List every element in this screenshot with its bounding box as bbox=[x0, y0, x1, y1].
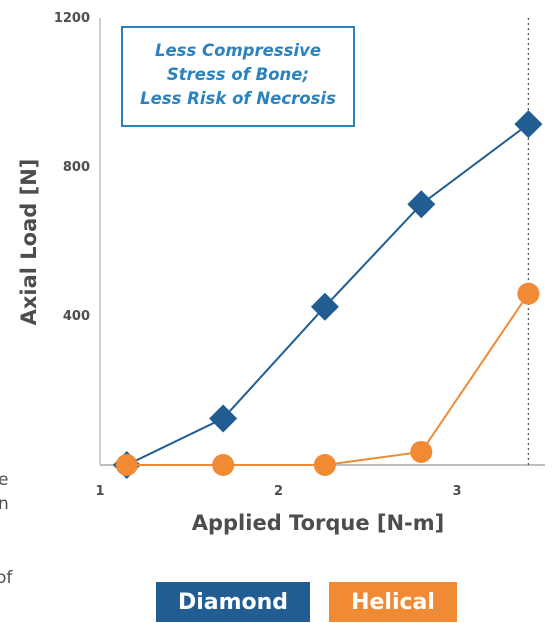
y-tick-label: 1200 bbox=[54, 11, 90, 26]
data-point-helical bbox=[410, 440, 433, 463]
x-axis-label: Applied Torque [N-m] bbox=[192, 511, 445, 535]
y-axis-label: Axial Load [N] bbox=[17, 159, 41, 326]
legend: Diamond Helical bbox=[156, 582, 457, 622]
data-point-helical bbox=[212, 454, 235, 476]
annotation-line-1: Less Compressive bbox=[155, 41, 321, 60]
y-tick-label: 400 bbox=[63, 309, 90, 324]
series-line-diamond bbox=[126, 123, 529, 466]
data-point-helical bbox=[517, 282, 540, 305]
clipped-text-3: of bbox=[0, 568, 13, 588]
legend-label-diamond: Diamond bbox=[178, 590, 288, 615]
legend-swatch-diamond bbox=[156, 582, 310, 622]
data-point-diamond bbox=[310, 292, 339, 321]
x-tick-label: 3 bbox=[452, 484, 461, 499]
data-point-diamond bbox=[514, 110, 543, 139]
annotation-line-2: Stress of Bone; bbox=[167, 65, 309, 84]
clipped-text-2: n bbox=[0, 494, 9, 514]
data-point-helical bbox=[115, 454, 138, 476]
series-line-helical bbox=[126, 293, 530, 466]
data-point-diamond bbox=[407, 190, 436, 219]
legend-label-helical: Helical bbox=[351, 590, 435, 615]
x-tick-label: 2 bbox=[274, 484, 283, 499]
annotation-line-3: Less Risk of Necrosis bbox=[140, 89, 336, 108]
data-point-diamond bbox=[209, 404, 238, 433]
x-tick-label: 1 bbox=[95, 484, 104, 499]
clipped-text-1: e bbox=[0, 470, 9, 490]
data-point-helical bbox=[313, 454, 336, 476]
y-tick-label: 800 bbox=[63, 160, 90, 175]
annotation-box: Less Compressive Stress of Bone; Less Ri… bbox=[121, 26, 355, 127]
legend-swatch-helical bbox=[329, 582, 457, 622]
